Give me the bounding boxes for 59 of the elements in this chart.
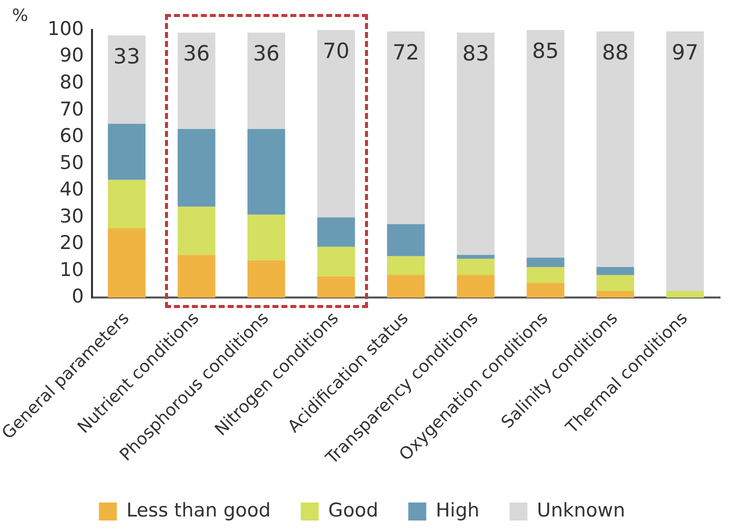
bar xyxy=(317,30,355,218)
bar xyxy=(526,266,564,284)
data-label: 83 xyxy=(462,42,490,66)
bar xyxy=(317,246,355,276)
bar xyxy=(596,31,634,267)
bar xyxy=(596,266,634,275)
bar xyxy=(108,124,146,180)
bar xyxy=(526,30,564,258)
bar xyxy=(317,276,355,298)
bar xyxy=(247,214,286,260)
bar xyxy=(456,274,495,298)
data-label: 88 xyxy=(602,40,629,64)
bar xyxy=(387,224,425,256)
data-label: 36 xyxy=(252,42,280,66)
bar xyxy=(317,217,355,247)
legend-label: Less than good xyxy=(126,499,271,522)
bar xyxy=(108,228,146,298)
y-tick-label: 30 xyxy=(60,205,84,228)
bar xyxy=(178,206,216,255)
y-tick-label: 100 xyxy=(48,18,84,40)
bar xyxy=(178,129,216,207)
y-tick-label: 80 xyxy=(60,71,84,94)
bar xyxy=(456,254,495,259)
bar xyxy=(596,274,634,292)
data-label: 97 xyxy=(672,40,698,64)
legend-label: Unknown xyxy=(536,499,626,522)
bar xyxy=(526,283,564,298)
bar xyxy=(666,31,704,292)
bar xyxy=(456,258,495,275)
bar xyxy=(247,32,286,130)
bar xyxy=(178,254,216,298)
bar xyxy=(247,129,286,215)
data-label: 36 xyxy=(183,42,210,66)
data-label: 72 xyxy=(392,40,420,64)
y-tick-label: 70 xyxy=(60,98,84,120)
y-tick-label: 0 xyxy=(72,286,84,308)
y-axis-title: % xyxy=(12,6,28,26)
legend-label: Good xyxy=(328,499,378,522)
data-label: 70 xyxy=(322,38,350,63)
y-tick-label: 50 xyxy=(60,152,84,174)
data-label: 33 xyxy=(113,44,140,68)
bar xyxy=(108,180,146,228)
data-label: 85 xyxy=(532,38,559,63)
bar xyxy=(178,32,216,130)
y-tick-label: 10 xyxy=(60,258,84,281)
y-tick-label: 40 xyxy=(60,178,84,201)
legend-label: High xyxy=(436,499,480,522)
bar xyxy=(666,291,704,298)
bar xyxy=(247,260,286,298)
bar xyxy=(456,32,495,255)
bar xyxy=(108,35,146,124)
bar xyxy=(387,256,425,275)
y-tick-label: 20 xyxy=(60,232,84,254)
bar xyxy=(387,274,425,298)
y-tick-label: 90 xyxy=(60,44,84,67)
bar xyxy=(526,258,564,267)
y-tick-label: 60 xyxy=(60,125,84,148)
bar xyxy=(596,291,634,298)
bar xyxy=(387,31,425,224)
